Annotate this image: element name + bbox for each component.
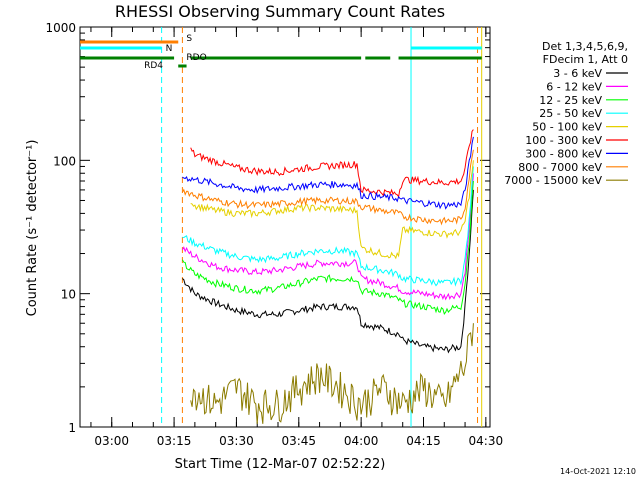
x-tick-label: 03:45	[281, 434, 316, 448]
series-line	[181, 173, 474, 301]
legend-label: 12 - 25 keV	[539, 94, 602, 107]
legend: Det 1,3,4,5,6,9, FDecim 1, Att 0 3 - 6 k…	[504, 40, 628, 187]
x-tick-label: 03:30	[219, 434, 254, 448]
legend-title-line-1: Det 1,3,4,5,6,9,	[542, 40, 628, 53]
series-line	[182, 189, 474, 354]
chart-title: RHESSI Observing Summary Count Rates	[115, 2, 445, 21]
series-line	[181, 180, 474, 315]
y-tick-label: 10	[61, 288, 76, 302]
series-line	[190, 160, 474, 260]
series-line	[190, 129, 474, 198]
x-tick-label: 04:30	[469, 434, 504, 448]
series-line	[182, 166, 474, 287]
generation-timestamp: 14-Oct-2021 12:10	[560, 467, 636, 476]
legend-label: 100 - 300 keV	[525, 134, 602, 147]
flag-label: RDO	[186, 53, 206, 63]
y-tick-label: 1000	[45, 21, 76, 35]
legend-label: 6 - 12 keV	[546, 80, 602, 93]
legend-label: 300 - 800 keV	[525, 147, 602, 160]
flag-label: RD4	[144, 61, 163, 71]
x-tick-label: 03:15	[157, 434, 192, 448]
x-axis-label: Start Time (12-Mar-07 02:52:22)	[175, 457, 386, 472]
legend-label: 7000 - 15000 keV	[504, 174, 602, 187]
flag-label: S	[186, 34, 192, 44]
y-axis-label: Count Rate (s⁻¹ detector⁻¹)	[25, 140, 40, 317]
legend-title-line-2: FDecim 1, Att 0	[543, 53, 628, 66]
x-tick-label: 03:00	[94, 434, 129, 448]
series-line	[182, 136, 474, 210]
plot-area: 1 10 100 1000 03:00 03:15 03:30 03:45 04:00 04:15…	[45, 21, 503, 448]
legend-label: 800 - 7000 keV	[518, 161, 602, 174]
flag-label: N	[166, 44, 173, 54]
legend-label: 25 - 50 keV	[539, 107, 602, 120]
plot-frame	[79, 26, 491, 428]
x-tick-label: 04:00	[344, 434, 379, 448]
series-line	[181, 149, 474, 226]
y-tick-label: 100	[53, 154, 76, 168]
legend-label: 50 - 100 keV	[532, 121, 602, 134]
legend-label: 3 - 6 keV	[553, 67, 602, 80]
series-line	[190, 323, 474, 424]
y-tick-label: 1	[68, 421, 76, 435]
x-tick-label: 04:15	[406, 434, 441, 448]
